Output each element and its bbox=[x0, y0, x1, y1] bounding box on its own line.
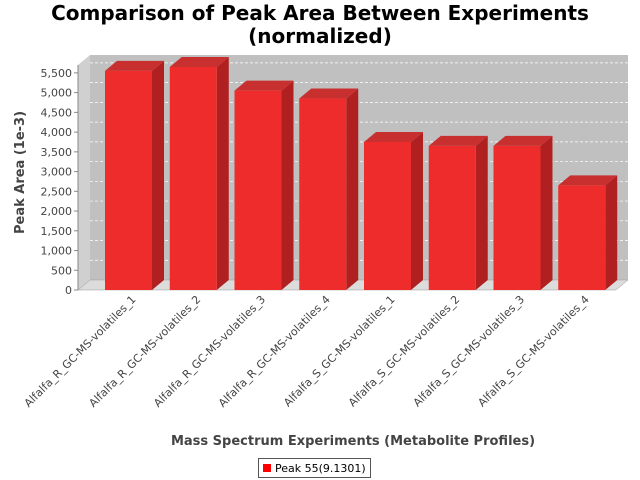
chart-title-line-1: Comparison of Peak Area Between Experime… bbox=[51, 1, 589, 25]
bar bbox=[493, 145, 541, 290]
bar-top bbox=[169, 56, 229, 67]
bar bbox=[299, 98, 347, 290]
y-tick-label: 500 bbox=[51, 264, 72, 277]
bar-side bbox=[540, 135, 553, 290]
bar bbox=[428, 145, 476, 290]
y-tick-label: 3,500 bbox=[41, 146, 73, 159]
bar-top bbox=[428, 135, 488, 146]
y-tick-label: 1,500 bbox=[41, 225, 73, 238]
bar-side bbox=[152, 60, 164, 290]
x-tick-label: Alfalfa_S_GC-MS-volatiles_4 bbox=[475, 293, 591, 409]
x-tick-label: Alfalfa_R_GC-MS-volatiles_2 bbox=[86, 293, 203, 410]
bar-side bbox=[346, 88, 359, 290]
bar-top bbox=[493, 135, 553, 146]
y-axis-title: Peak Area (1e-3) bbox=[13, 111, 28, 234]
y-tick-label: 2,000 bbox=[41, 205, 73, 218]
bar-top bbox=[105, 60, 164, 71]
plot-left-wall bbox=[78, 55, 90, 290]
y-tick-label: 5,500 bbox=[41, 67, 73, 80]
bar-side bbox=[216, 56, 229, 291]
chart-title-line-2: (normalized) bbox=[248, 24, 392, 48]
y-tick-label: 5,000 bbox=[41, 87, 73, 100]
bar-top bbox=[234, 80, 294, 91]
bar-side bbox=[475, 135, 488, 290]
bar bbox=[558, 185, 606, 290]
legend: Peak 55(9.1301) bbox=[258, 458, 371, 478]
bar bbox=[105, 70, 152, 290]
y-tick-label: 1,000 bbox=[41, 245, 73, 258]
x-tick-label: Alfalfa_S_GC-MS-volatiles_2 bbox=[346, 293, 462, 409]
y-tick-label: 4,000 bbox=[41, 126, 73, 139]
y-tick-label: 4,500 bbox=[41, 106, 73, 119]
x-tick-label: Alfalfa_R_GC-MS-volatiles_4 bbox=[216, 293, 333, 410]
x-tick-label: Alfalfa_S_GC-MS-volatiles_3 bbox=[411, 293, 527, 409]
y-tick-label: 3,000 bbox=[41, 166, 73, 179]
bar-top bbox=[299, 88, 359, 99]
x-tick-label: Alfalfa_R_GC-MS-volatiles_3 bbox=[151, 293, 268, 410]
legend-label: Peak 55(9.1301) bbox=[275, 461, 366, 475]
bar-side bbox=[281, 80, 294, 290]
bar-side bbox=[605, 175, 618, 290]
x-tick-label: Alfalfa_S_GC-MS-volatiles_1 bbox=[281, 293, 397, 409]
chart-title: Comparison of Peak Area Between Experime… bbox=[0, 2, 640, 48]
legend-swatch bbox=[263, 464, 271, 472]
bar-top bbox=[364, 131, 423, 142]
x-tick-label: Alfalfa_R_GC-MS-volatiles_1 bbox=[22, 293, 139, 410]
bar bbox=[234, 90, 282, 290]
bar-top bbox=[558, 175, 618, 186]
y-tick-label: 2,500 bbox=[41, 185, 73, 198]
bar bbox=[169, 66, 217, 290]
y-tick-label: 0 bbox=[65, 284, 72, 297]
bar bbox=[364, 141, 411, 290]
x-axis-title: Mass Spectrum Experiments (Metabolite Pr… bbox=[171, 434, 535, 449]
bar-side bbox=[411, 131, 423, 290]
